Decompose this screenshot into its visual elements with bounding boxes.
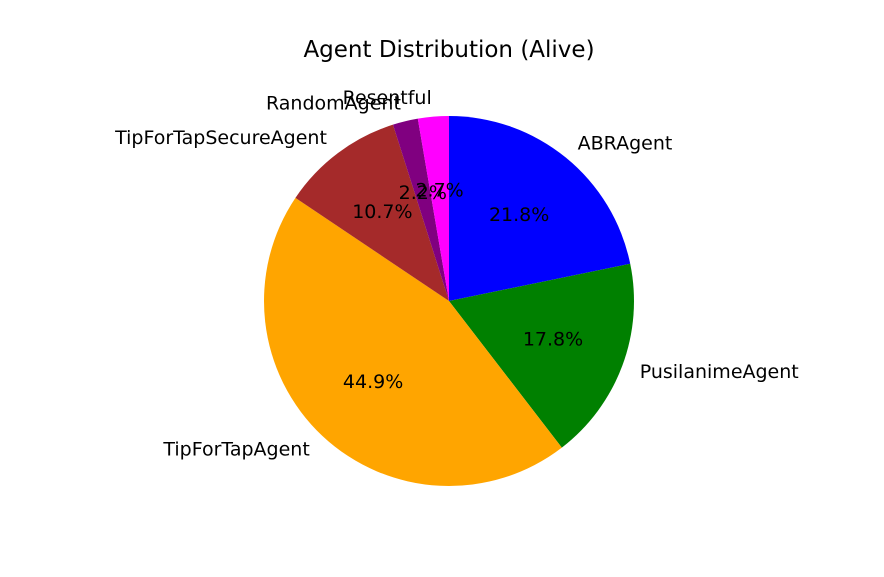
category-label-abragent: ABRAgent	[578, 132, 673, 154]
pct-label-resentful: 2.7%	[415, 179, 463, 201]
category-label-resentful: Resentful	[343, 87, 432, 109]
category-labels: ABRAgent PusilanimeAgent TipForTapAgent Tip…	[114, 87, 799, 460]
pie-slice-pusilanimeagent	[449, 263, 634, 448]
pct-label-randomagent: 2.2%	[399, 182, 447, 204]
pct-label-tipfortapagent: 44.9%	[343, 371, 403, 393]
pie-slice-abragent	[449, 116, 631, 301]
category-label-tipfortapsecureagent: TipForTapSecureAgent	[114, 127, 327, 149]
pie-slice-tipfortapsecureagent	[295, 124, 449, 302]
category-label-pusilanimeagent: PusilanimeAgent	[640, 361, 799, 383]
pct-label-pusilanimeagent: 17.8%	[523, 329, 583, 351]
pie-slices	[264, 116, 634, 486]
pie-slice-resentful	[417, 116, 449, 301]
pct-label-tipfortapsecureagent: 10.7%	[352, 201, 412, 223]
chart-title: Agent Distribution (Alive)	[303, 37, 594, 63]
category-label-tipfortapagent: TipForTapAgent	[162, 438, 309, 460]
pie-slice-randomagent	[392, 118, 449, 302]
pct-label-abragent: 21.8%	[489, 204, 549, 226]
pie-slice-tipfortapagent	[264, 197, 562, 486]
category-label-randomagent: RandomAgent	[266, 92, 401, 114]
percent-labels: 21.8% 17.8% 44.9% 10.7%2.2%2.7%	[343, 179, 583, 393]
